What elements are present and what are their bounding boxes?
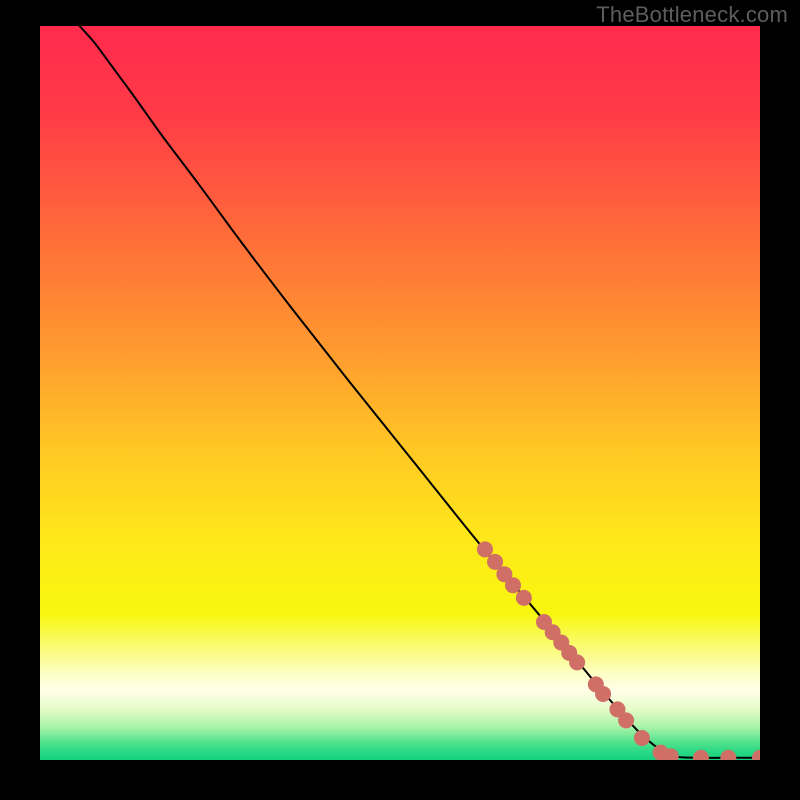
marker-dot <box>505 577 521 593</box>
marker-dot <box>618 712 634 728</box>
plot-area <box>40 26 760 760</box>
attribution-label: TheBottleneck.com <box>596 2 788 28</box>
marker-dot <box>516 590 532 606</box>
marker-dot <box>595 686 611 702</box>
figure-canvas: TheBottleneck.com <box>0 0 800 800</box>
plot-svg <box>40 26 760 760</box>
marker-dot <box>477 541 493 557</box>
gradient-background <box>40 26 760 760</box>
marker-dot <box>569 654 585 670</box>
marker-dot <box>634 730 650 746</box>
